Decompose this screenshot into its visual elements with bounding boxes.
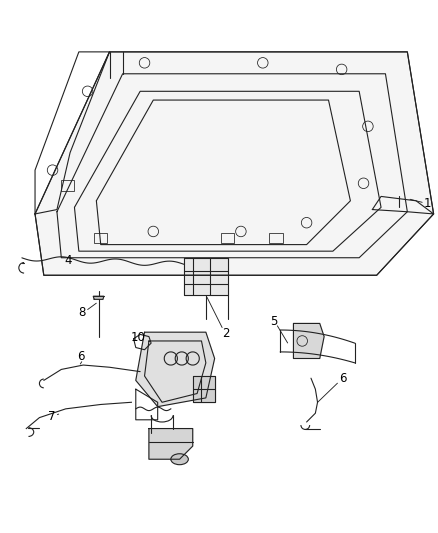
Text: 2: 2 bbox=[222, 327, 230, 340]
Text: 6: 6 bbox=[77, 350, 85, 363]
Polygon shape bbox=[136, 332, 215, 407]
Text: 1: 1 bbox=[423, 197, 431, 211]
Text: 5: 5 bbox=[270, 315, 277, 328]
Polygon shape bbox=[293, 324, 324, 359]
Text: 6: 6 bbox=[339, 372, 346, 385]
Text: 10: 10 bbox=[131, 331, 145, 344]
Bar bbox=[94, 233, 107, 243]
Bar bbox=[269, 233, 283, 243]
Polygon shape bbox=[193, 376, 215, 402]
Polygon shape bbox=[93, 296, 104, 300]
Bar bbox=[61, 180, 74, 191]
Polygon shape bbox=[149, 429, 193, 459]
Text: 7: 7 bbox=[48, 410, 56, 423]
Polygon shape bbox=[35, 52, 434, 275]
Ellipse shape bbox=[171, 454, 188, 465]
Text: 8: 8 bbox=[79, 306, 86, 319]
Polygon shape bbox=[184, 258, 228, 295]
Bar bbox=[221, 233, 234, 243]
Text: 4: 4 bbox=[64, 254, 72, 268]
